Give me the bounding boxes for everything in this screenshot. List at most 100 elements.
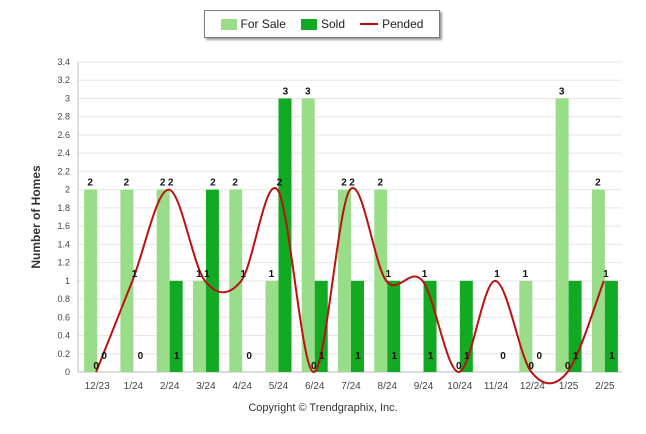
- data-label-sold: 1: [319, 351, 325, 362]
- data-label-pended: 1: [132, 269, 138, 280]
- data-label-sold: 1: [174, 351, 180, 362]
- y-tick-label: 0: [65, 367, 70, 377]
- bar-sold: [604, 280, 618, 372]
- legend: For Sale Sold Pended: [204, 10, 440, 38]
- x-tick-label: 6/24: [305, 381, 325, 392]
- y-tick-label: 0.6: [57, 312, 70, 322]
- legend-label-pended: Pended: [382, 17, 424, 31]
- x-tick-label: 3/24: [196, 381, 216, 392]
- data-label-for-sale: 2: [160, 178, 166, 189]
- data-label-sold: 1: [428, 351, 434, 362]
- x-tick-label: 1/24: [124, 381, 144, 392]
- y-tick-label: 1.8: [57, 203, 70, 213]
- y-tick-label: 3.2: [57, 75, 70, 85]
- data-label-for-sale: 2: [341, 178, 347, 189]
- x-tick-label: 2/24: [160, 381, 180, 392]
- legend-swatch-pended: [360, 23, 379, 25]
- data-label-for-sale: 2: [87, 178, 93, 189]
- x-tick-label: 9/24: [414, 381, 434, 392]
- legend-item-pended: Pended: [360, 17, 423, 31]
- bar-sold: [387, 280, 401, 372]
- data-label-for-sale: 3: [305, 86, 311, 97]
- y-tick-label: 3: [65, 93, 70, 103]
- bar-sold: [205, 189, 219, 372]
- bar-for-sale: [192, 280, 206, 372]
- copyright-text: Copyright © Trendgraphix, Inc.: [248, 402, 398, 414]
- data-label-sold: 0: [101, 351, 107, 362]
- data-label-pended: 1: [422, 269, 428, 280]
- bar-for-sale: [555, 98, 569, 373]
- data-label-pended: 1: [204, 269, 210, 280]
- data-label-for-sale: 3: [559, 86, 565, 97]
- y-tick-label: 0.8: [57, 294, 70, 304]
- x-tick-label: 7/24: [341, 381, 361, 392]
- data-label-for-sale: 1: [269, 269, 275, 280]
- y-tick-label: 2.2: [57, 166, 70, 176]
- y-tick-label: 2.4: [57, 148, 70, 158]
- line-pended: [95, 186, 605, 385]
- data-label-sold: 1: [464, 351, 470, 362]
- data-label-pended: 2: [168, 178, 174, 189]
- bar-sold: [169, 280, 183, 372]
- y-tick-label: 3.4: [57, 57, 70, 67]
- legend-label-sold: Sold: [320, 17, 345, 31]
- y-tick-label: 2: [65, 185, 70, 195]
- y-tick-label: 1.2: [57, 258, 70, 268]
- data-label-pended: 0: [565, 361, 571, 372]
- data-label-pended: 2: [349, 178, 355, 189]
- y-tick-label: 1.6: [57, 221, 70, 231]
- data-label-sold: 0: [246, 351, 252, 362]
- bar-sold: [351, 280, 364, 372]
- bar-sold: [278, 98, 292, 373]
- y-axis-title: Number of Homes: [29, 165, 43, 269]
- data-label-pended: 2: [277, 178, 283, 189]
- legend-swatch-sold: [300, 18, 317, 30]
- data-label-for-sale: 1: [523, 269, 529, 280]
- x-tick-label: 4/24: [232, 381, 252, 392]
- x-tick-label: 5/24: [269, 381, 289, 392]
- data-label-sold: 2: [210, 178, 216, 189]
- x-tick-label: 8/24: [378, 381, 398, 392]
- data-label-pended: 0: [311, 361, 317, 372]
- bar-sold: [459, 280, 473, 372]
- data-label-for-sale: 2: [124, 178, 130, 189]
- bar-for-sale: [84, 189, 98, 372]
- data-label-pended: 1: [385, 269, 391, 280]
- data-label-pended: 0: [93, 361, 99, 372]
- y-tick-label: 2.6: [57, 130, 70, 140]
- legend-label-for-sale: For Sale: [240, 17, 286, 31]
- data-label-for-sale: 1: [196, 269, 202, 280]
- bar-for-sale: [156, 189, 170, 372]
- legend-item-for-sale: For Sale: [220, 17, 286, 31]
- legend-item-sold: Sold: [300, 17, 345, 31]
- data-label-for-sale: 2: [377, 178, 383, 189]
- data-label-sold: 3: [283, 86, 289, 97]
- x-tick-label: 10/24: [447, 381, 472, 392]
- bar-for-sale: [374, 189, 388, 372]
- y-tick-label: 1.4: [57, 239, 70, 249]
- bar-sold: [423, 280, 437, 372]
- bar-for-sale: [591, 189, 605, 372]
- data-label-sold: 0: [138, 351, 144, 362]
- data-label-sold: 0: [537, 351, 543, 362]
- x-tick-label: 12/24: [520, 381, 545, 392]
- data-label-sold: 0: [500, 351, 506, 362]
- data-label-pended: 1: [240, 269, 246, 280]
- data-label-pended: 1: [603, 269, 609, 280]
- data-label-sold: 1: [573, 351, 579, 362]
- bar-for-sale: [120, 189, 134, 372]
- data-label-pended: 1: [494, 269, 500, 280]
- x-tick-label: 11/24: [484, 381, 509, 392]
- bar-for-sale: [338, 189, 351, 372]
- data-label-sold: 1: [391, 351, 397, 362]
- x-tick-label: 1/25: [559, 381, 579, 392]
- y-tick-label: 0.2: [57, 349, 70, 359]
- legend-swatch-for-sale: [220, 18, 237, 30]
- y-tick-label: 0.4: [57, 331, 70, 341]
- bar-sold: [314, 280, 328, 372]
- bar-for-sale: [229, 189, 243, 372]
- data-label-sold: 1: [609, 351, 615, 362]
- data-label-for-sale: 2: [595, 178, 601, 189]
